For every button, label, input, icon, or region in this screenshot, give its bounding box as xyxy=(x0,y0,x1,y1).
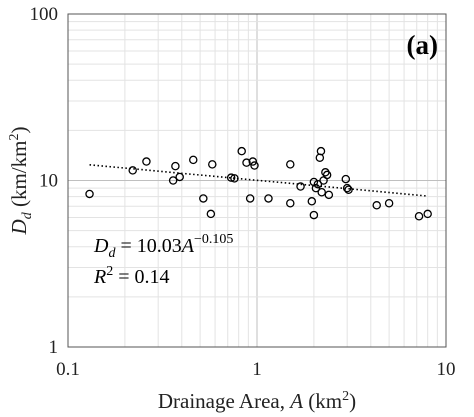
data-point xyxy=(85,189,94,199)
data-point xyxy=(242,158,251,167)
plot-frame xyxy=(67,13,447,348)
x-axis-title: Drainage Area, A (km2) xyxy=(158,389,356,413)
data-point xyxy=(309,210,319,220)
data-point xyxy=(175,172,184,182)
data-points xyxy=(85,146,432,221)
trendline xyxy=(89,163,428,197)
data-point xyxy=(230,174,239,183)
data-point xyxy=(189,155,198,165)
y-tick-label: 10 xyxy=(39,171,58,192)
data-point xyxy=(237,146,246,156)
data-point xyxy=(245,194,255,203)
eq-rhs: = 10.03 xyxy=(115,235,181,257)
data-point xyxy=(341,174,351,184)
x-title-unit: (km xyxy=(303,389,342,413)
x-title-main: Drainage Area, xyxy=(158,389,290,413)
data-point xyxy=(208,160,217,169)
y-title-close: ) xyxy=(7,127,31,134)
data-point xyxy=(414,211,424,221)
data-point xyxy=(286,199,295,208)
data-point xyxy=(344,185,353,194)
y-title-sup: 2 xyxy=(7,134,22,141)
trendline-equation: Dd = 10.03A−0.105 xyxy=(93,232,233,261)
data-point xyxy=(206,209,216,219)
x-title-close: ) xyxy=(349,389,356,413)
data-point xyxy=(322,170,332,180)
eq-lhs: D xyxy=(93,235,109,257)
data-point xyxy=(168,176,178,185)
x-tick-label: 10 xyxy=(437,359,456,380)
data-point xyxy=(307,197,317,206)
data-point xyxy=(142,157,151,166)
data-point xyxy=(423,209,432,219)
data-point xyxy=(317,188,326,197)
y-title-unit: (km/km xyxy=(7,141,31,213)
data-point xyxy=(250,161,259,170)
y-tick-label: 100 xyxy=(30,4,59,25)
data-point xyxy=(171,161,180,171)
data-point xyxy=(372,201,381,210)
y-axis-title: Dd (km/km2) xyxy=(7,127,35,236)
panel-label: (a) xyxy=(407,30,438,60)
y-tick-label: 1 xyxy=(49,337,59,358)
r2-label: R xyxy=(93,266,106,288)
x-title-sup: 2 xyxy=(342,389,349,404)
eq-lhs-sub: d xyxy=(108,246,116,261)
r2-value: = 0.14 xyxy=(113,266,169,288)
r-squared: R2 = 0.14 xyxy=(93,264,170,288)
data-point xyxy=(286,160,295,169)
r2-sup: 2 xyxy=(106,264,113,279)
data-point xyxy=(384,199,394,208)
y-title-main: D xyxy=(7,219,31,235)
data-point xyxy=(264,194,273,203)
data-point xyxy=(199,194,208,203)
x-title-var: A xyxy=(288,389,303,413)
data-point xyxy=(226,173,236,182)
x-tick-label: 1 xyxy=(252,359,262,380)
x-tick-label: 0.1 xyxy=(56,359,80,380)
data-point xyxy=(324,190,334,200)
data-point xyxy=(248,157,258,166)
eq-var: A xyxy=(180,235,195,257)
data-point xyxy=(342,183,352,193)
gridlines xyxy=(67,14,446,348)
data-point xyxy=(296,182,305,191)
data-point xyxy=(316,146,326,156)
y-title-sub: d xyxy=(20,211,35,219)
eq-exponent: −0.105 xyxy=(194,232,233,247)
trendline-group xyxy=(89,163,428,197)
data-point xyxy=(128,166,137,175)
